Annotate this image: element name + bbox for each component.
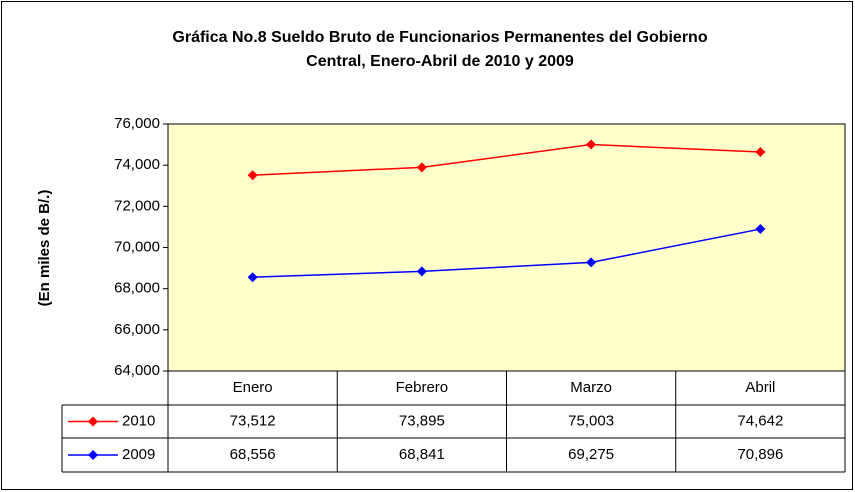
plot-area [167,123,846,372]
y-tick-label: 72,000 [114,197,160,214]
table-cell: 74,642 [737,412,783,429]
table-cell: 75,003 [568,412,614,429]
y-tick-label: 64,000 [114,362,160,379]
data-point [416,162,427,173]
data-point [247,170,258,181]
y-tick-label: 70,000 [114,238,160,255]
table-cell: 70,896 [737,446,783,463]
table-cell: 69,275 [568,446,614,463]
series-line [252,228,761,278]
table-cell: 68,841 [399,446,445,463]
legend-marker [88,450,98,460]
x-tick-label: Enero [233,379,273,396]
data-point [586,257,597,268]
data-point [586,139,597,150]
legend-marker [88,416,98,427]
table-cell: 73,512 [230,412,276,429]
y-axis-label: (En miles de B/.) [36,190,53,307]
data-table [61,404,845,473]
data-point [755,224,766,235]
x-tick-label: Marzo [570,379,612,396]
legend-label: 2009 [122,446,155,463]
data-point [755,146,766,157]
table-cell: 68,556 [230,446,276,463]
x-tick-label: Abril [745,379,775,396]
y-tick-label: 68,000 [114,280,160,297]
series-line [252,143,761,176]
y-tick-label: 76,000 [114,115,160,132]
x-tick-label: Febrero [396,379,449,396]
data-point [247,272,258,283]
y-tick-label: 74,000 [114,156,160,173]
chart-title: Central, Enero-Abril de 2010 y 2009 [306,53,574,70]
data-point [416,266,427,277]
legend-label: 2010 [122,412,155,429]
chart-title: Gráfica No.8 Sueldo Bruto de Funcionario… [172,29,707,46]
y-tick-label: 66,000 [114,321,160,338]
table-cell: 73,895 [399,412,445,429]
